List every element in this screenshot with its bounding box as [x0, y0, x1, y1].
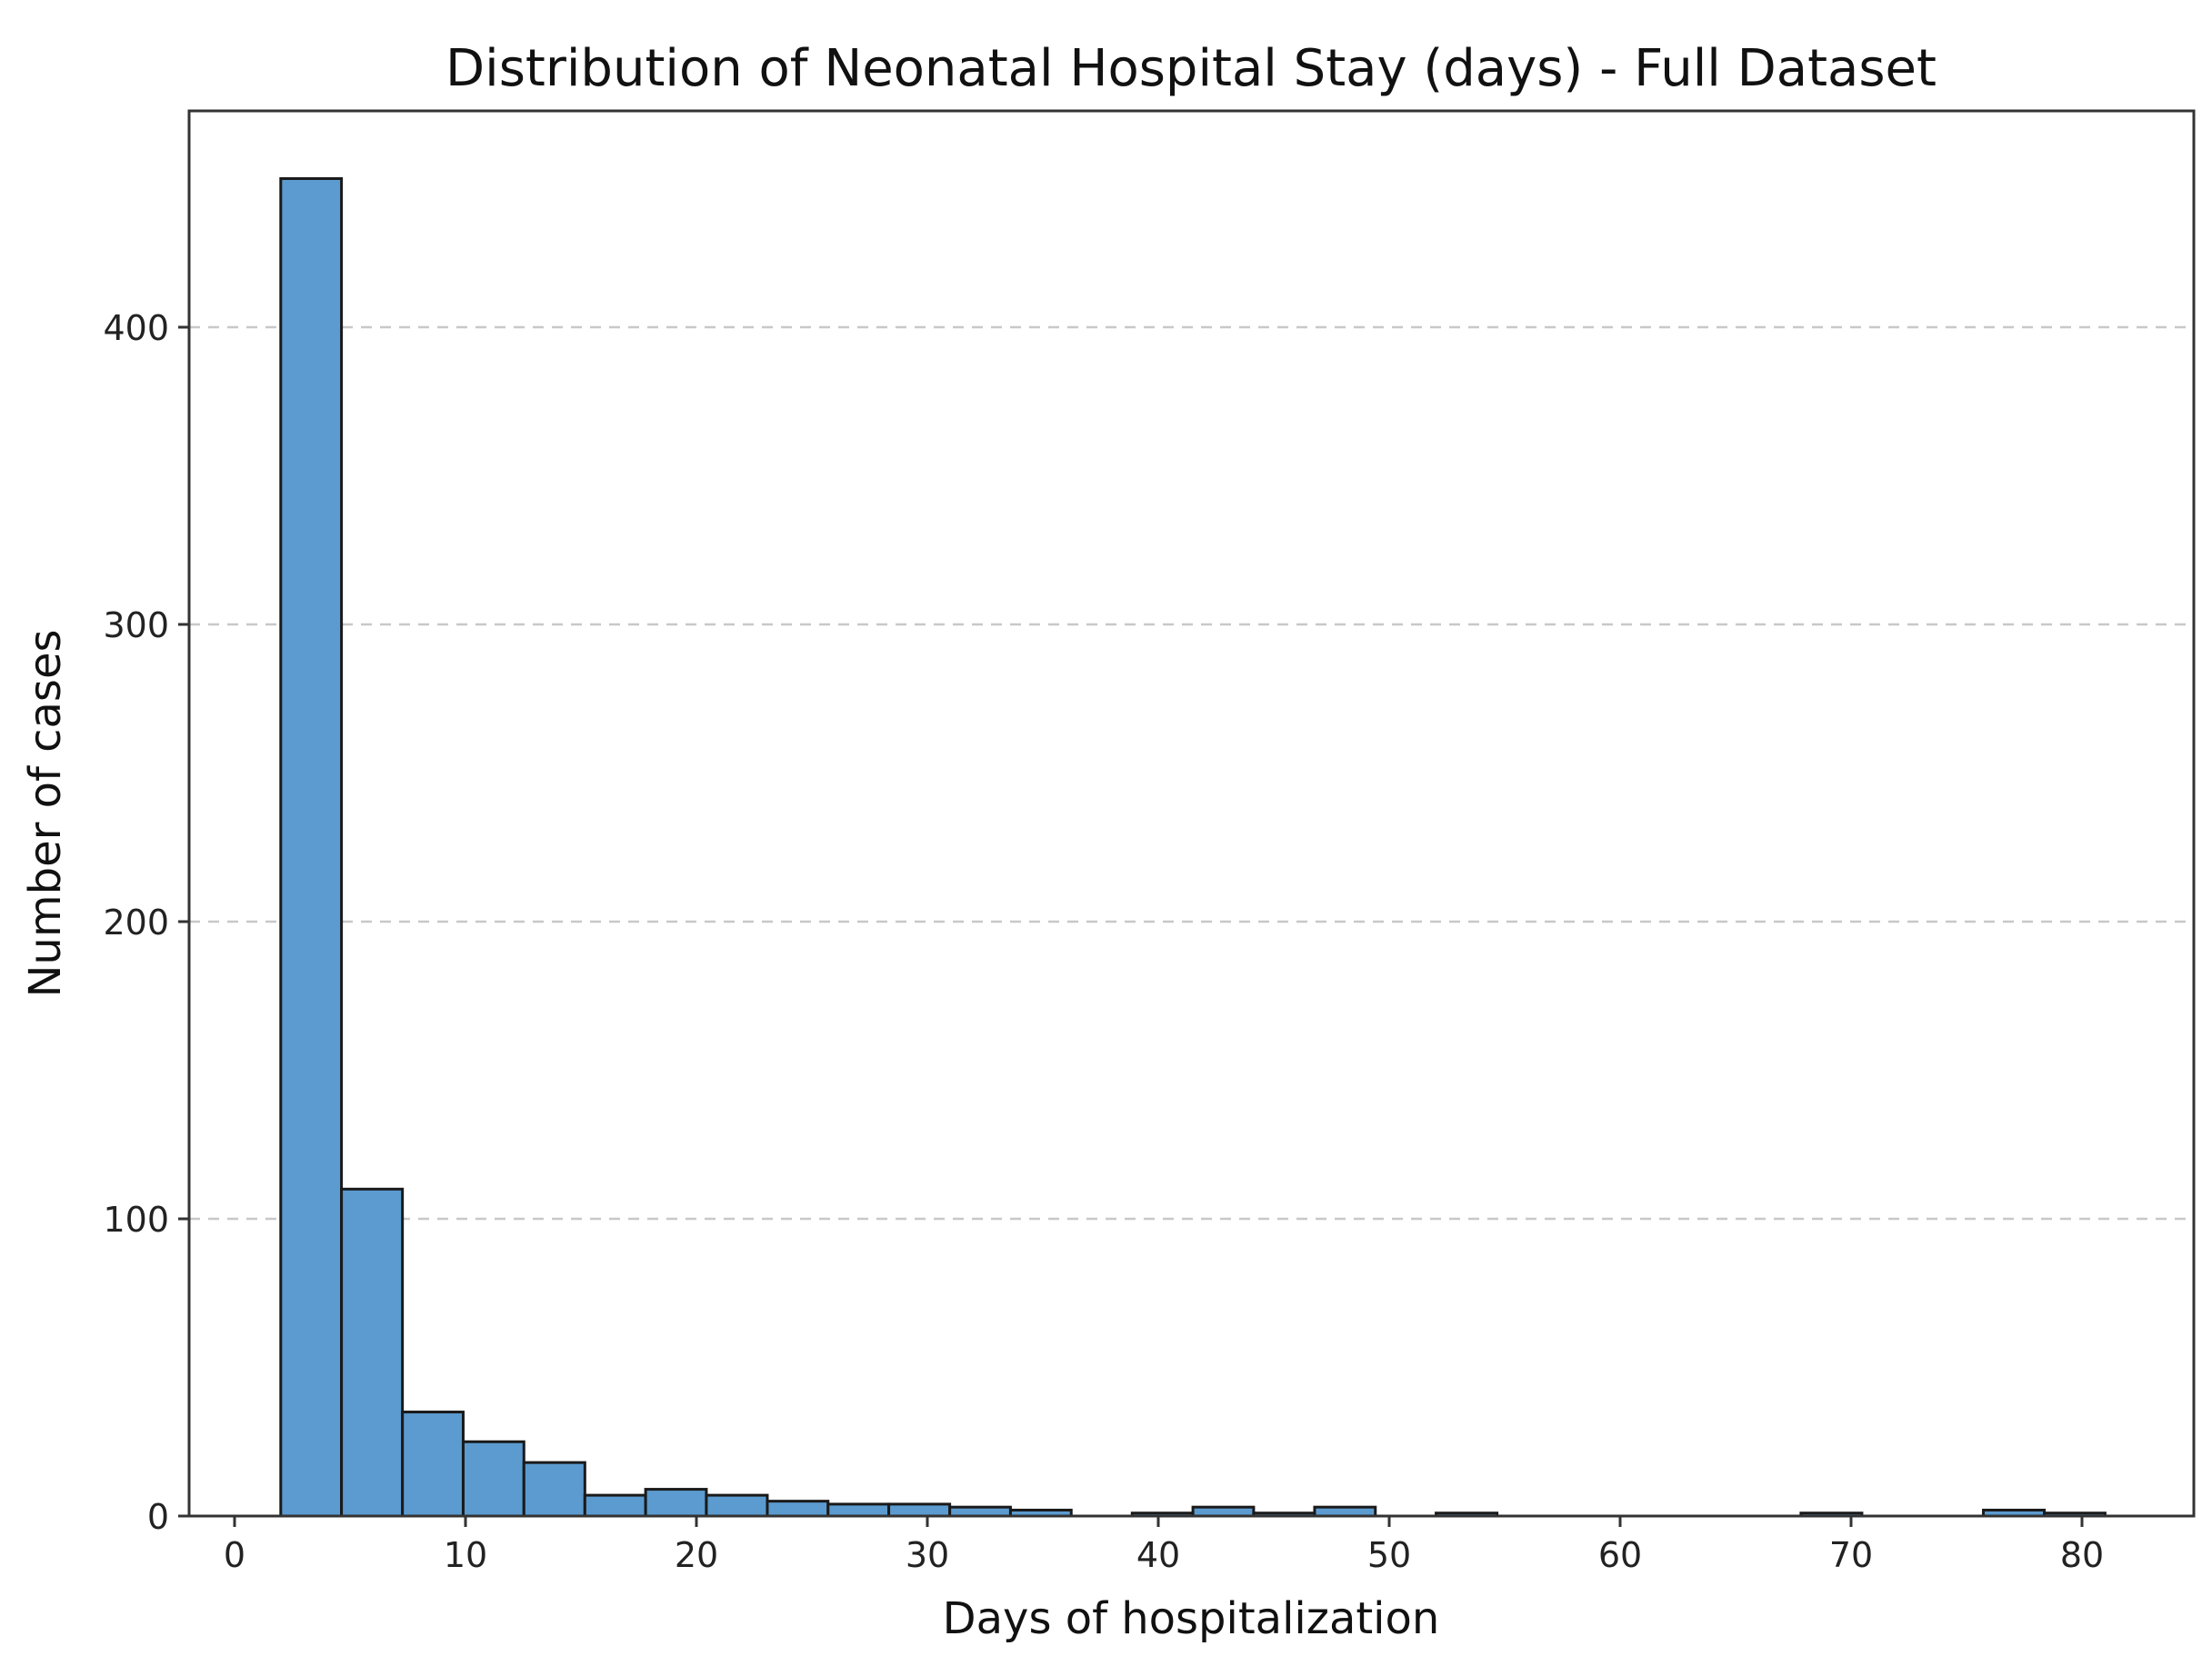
histogram-bar: [705, 1493, 769, 1518]
plot-frame: [187, 109, 2196, 1518]
histogram-bar: [461, 1440, 525, 1518]
histogram-bar: [401, 1411, 465, 1518]
histogram-bar: [826, 1502, 891, 1518]
bars: [279, 177, 2107, 1518]
x-tick-label: 0: [224, 1535, 245, 1575]
x-tick-label: 50: [1367, 1535, 1411, 1575]
y-tick-label: 400: [103, 308, 169, 348]
histogram-bar: [766, 1500, 830, 1518]
histogram-bar: [340, 1187, 405, 1518]
y-tick-label: 300: [103, 605, 169, 645]
x-tick-label: 80: [2060, 1535, 2104, 1575]
x-tick-label: 40: [1136, 1535, 1180, 1575]
y-tick-label: 200: [103, 903, 169, 943]
x-axis-ticks: 0 10 20 30 40 50 60 70 80: [224, 1516, 2104, 1575]
x-tick-label: 10: [444, 1535, 487, 1575]
x-tick-label: 20: [675, 1535, 718, 1575]
gridlines: [189, 325, 2194, 1221]
x-tick-label: 30: [906, 1535, 949, 1575]
histogram-bar: [522, 1461, 586, 1518]
y-tick-label: 100: [103, 1200, 169, 1240]
y-tick-label: 0: [147, 1497, 169, 1537]
histogram-bar: [644, 1488, 708, 1518]
x-axis-label: Days of hospitalization: [943, 1593, 1440, 1644]
y-axis-label: Number of cases: [20, 630, 71, 998]
chart-title: Distribution of Neonatal Hospital Stay (…: [445, 39, 1937, 98]
y-axis-ticks: 0 100 200 300 400: [103, 308, 189, 1537]
histogram-bar: [583, 1493, 647, 1518]
x-tick-label: 70: [1829, 1535, 1873, 1575]
histogram-bar: [887, 1502, 952, 1518]
histogram-bar: [279, 177, 344, 1518]
x-tick-label: 60: [1598, 1535, 1642, 1575]
